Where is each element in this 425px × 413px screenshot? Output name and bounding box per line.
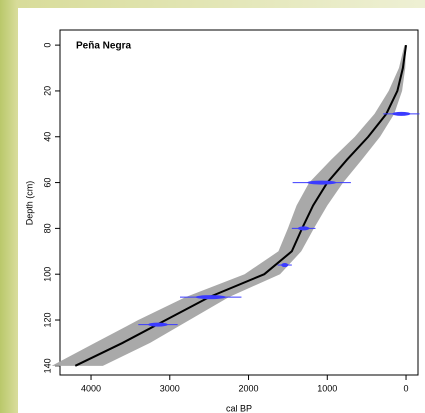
y-tick-label: 120 xyxy=(42,313,52,328)
plot-frame xyxy=(59,29,419,376)
x-tick-label: 1000 xyxy=(317,383,337,393)
chart-title: Peña Negra xyxy=(76,41,131,52)
y-tick-label: 100 xyxy=(42,267,52,282)
y-tick-label: 80 xyxy=(42,223,52,233)
x-tick-label: 0 xyxy=(404,383,409,393)
date-core xyxy=(392,111,411,116)
y-tick-label: 60 xyxy=(42,178,52,188)
y-tick-label: 20 xyxy=(42,86,52,96)
y-axis-label: Depth (cm) xyxy=(24,181,34,226)
median-line xyxy=(74,44,408,367)
y-tick-label: 0 xyxy=(42,43,52,48)
y-tick-label: 140 xyxy=(42,358,52,373)
date-core xyxy=(148,322,168,327)
x-tick-label: 2000 xyxy=(239,383,259,393)
date-core xyxy=(195,295,227,300)
y-tick-label: 40 xyxy=(42,132,52,142)
x-tick-label: 3000 xyxy=(160,383,180,393)
x-tick-label: 4000 xyxy=(81,383,101,393)
date-core xyxy=(297,226,310,231)
date-core xyxy=(281,263,289,268)
panel xyxy=(18,8,425,413)
x-axis-label: cal BP xyxy=(226,403,252,413)
date-core xyxy=(307,180,337,185)
